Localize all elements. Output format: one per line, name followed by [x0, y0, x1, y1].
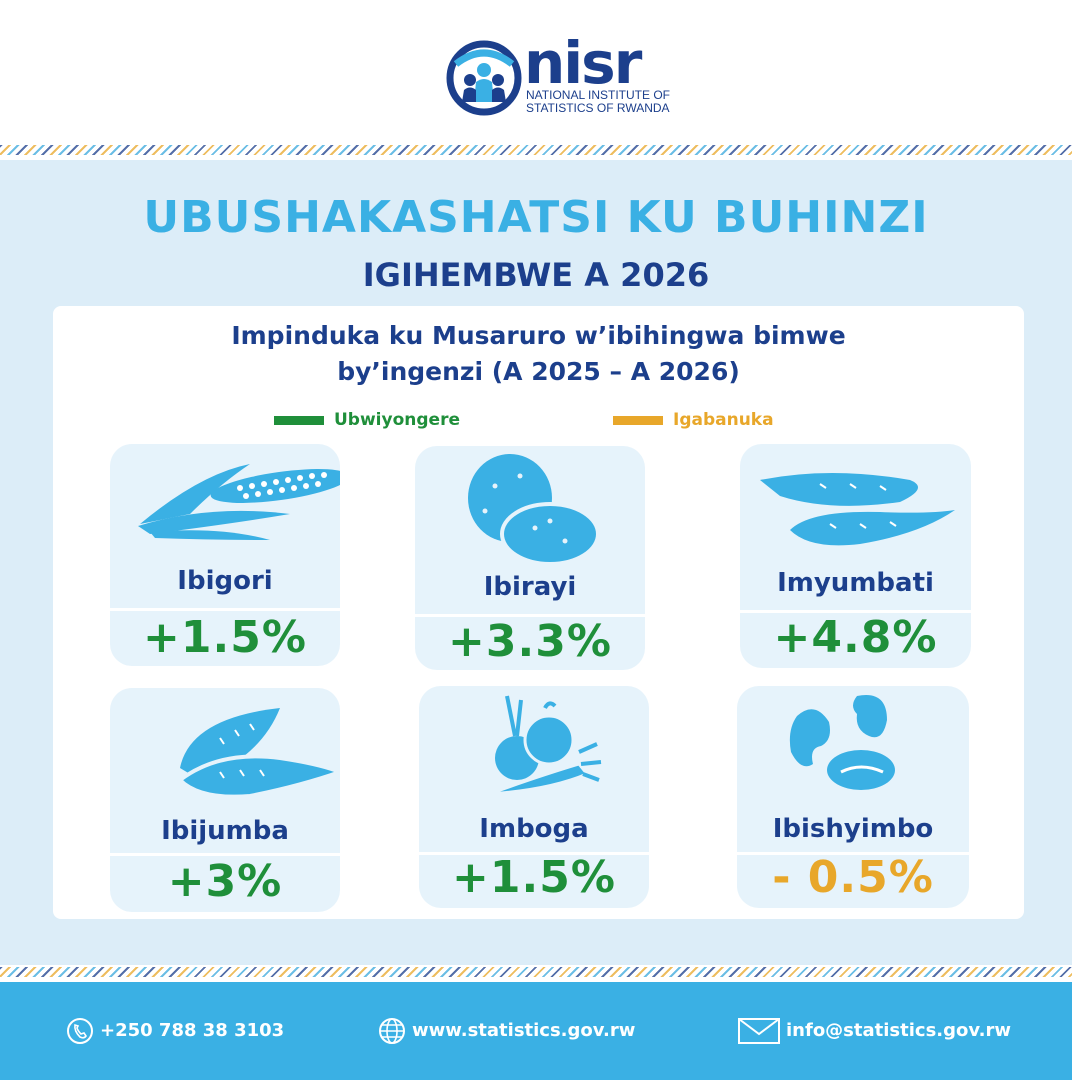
potato-icon — [468, 454, 600, 566]
divider — [419, 852, 649, 855]
legend-increase-label: Ubwiyongere — [334, 410, 460, 430]
crop-tile: Imyumbati +4.8% — [740, 444, 971, 668]
footer: +250 788 38 3103 www.statistics.gov.rw i… — [0, 982, 1072, 1080]
crop-change-value: +1.5% — [452, 852, 616, 903]
card-subtitle: Impinduka ku Musaruro w’ibihingwa bimwe … — [53, 318, 1024, 390]
vegetables-icon — [488, 695, 602, 796]
legend-decrease: Igabanuka — [613, 410, 774, 430]
cassava-icon — [760, 473, 955, 546]
crop-change-value: +4.8% — [773, 612, 938, 663]
crop-tile: Ibishyimbo - 0.5% — [737, 686, 969, 908]
subtitle-line1: Impinduka ku Musaruro w’ibihingwa bimwe — [231, 321, 846, 350]
globe-icon — [379, 1018, 405, 1044]
legend-increase: Ubwiyongere — [274, 410, 460, 430]
sweet-potato-icon — [176, 708, 340, 799]
divider — [415, 614, 645, 617]
crop-change-value: +3.3% — [448, 616, 612, 667]
crop-change-value: +1.5% — [143, 612, 307, 663]
crop-tile: Ibijumba +3% — [110, 688, 340, 912]
crop-change-value: +3% — [167, 856, 283, 907]
crop-name: Ibirayi — [483, 572, 577, 602]
crop-name: Ibijumba — [161, 816, 289, 846]
legend-decrease-label: Igabanuka — [673, 410, 774, 430]
footer-phone: +250 788 38 3103 — [66, 1016, 284, 1046]
divider — [110, 608, 340, 611]
logo-institute-name: NATIONAL INSTITUTE OF STATISTICS OF RWAN… — [526, 89, 670, 115]
header: nisr NATIONAL INSTITUTE OF STATISTICS OF… — [0, 0, 1072, 145]
beans-icon — [789, 695, 895, 790]
phone-number: +250 788 38 3103 — [100, 1020, 285, 1041]
email-address[interactable]: info@statistics.gov.rw — [786, 1020, 1011, 1041]
email-icon — [738, 1018, 780, 1044]
crop-name: Ibishyimbo — [772, 814, 934, 844]
decorative-border-bottom — [0, 967, 1072, 977]
nisr-logo: nisr NATIONAL INSTITUTE OF STATISTICS OF… — [446, 32, 686, 118]
divider — [740, 610, 971, 613]
crop-name: Imboga — [479, 814, 589, 844]
legend-increase-swatch — [274, 415, 324, 425]
crop-tile: Ibigori +1.5% — [110, 444, 340, 666]
page-title: UBUSHAKASHATSI KU BUHINZI — [143, 192, 929, 243]
logo-name-line1: NATIONAL INSTITUTE OF — [526, 88, 671, 102]
results-card: Impinduka ku Musaruro w’ibihingwa bimwe … — [53, 306, 1024, 919]
legend-decrease-swatch — [613, 415, 663, 425]
crop-tile: Imboga +1.5% — [419, 686, 649, 908]
decorative-border-top — [0, 145, 1072, 155]
crop-change-value: - 0.5% — [772, 852, 934, 903]
crop-name: Ibigori — [177, 566, 273, 596]
phone-icon — [67, 1018, 93, 1044]
logo-wordmark: nisr — [524, 29, 642, 97]
footer-website[interactable]: www.statistics.gov.rw — [378, 1016, 635, 1046]
website-link[interactable]: www.statistics.gov.rw — [412, 1020, 636, 1041]
maize-icon — [138, 464, 340, 540]
logo-name-line2: STATISTICS OF RWANDA — [526, 101, 670, 115]
divider — [737, 852, 969, 855]
nisr-emblem-icon — [446, 40, 522, 116]
divider — [110, 853, 340, 856]
subtitle-line2: by’ingenzi (A 2025 – A 2026) — [337, 357, 740, 386]
footer-email[interactable]: info@statistics.gov.rw — [738, 1016, 1011, 1046]
crop-name: Imyumbati — [777, 568, 934, 598]
crop-tile: Ibirayi +3.3% — [415, 446, 645, 670]
season-title: IGIHEMBWE A 2026 — [362, 256, 710, 294]
